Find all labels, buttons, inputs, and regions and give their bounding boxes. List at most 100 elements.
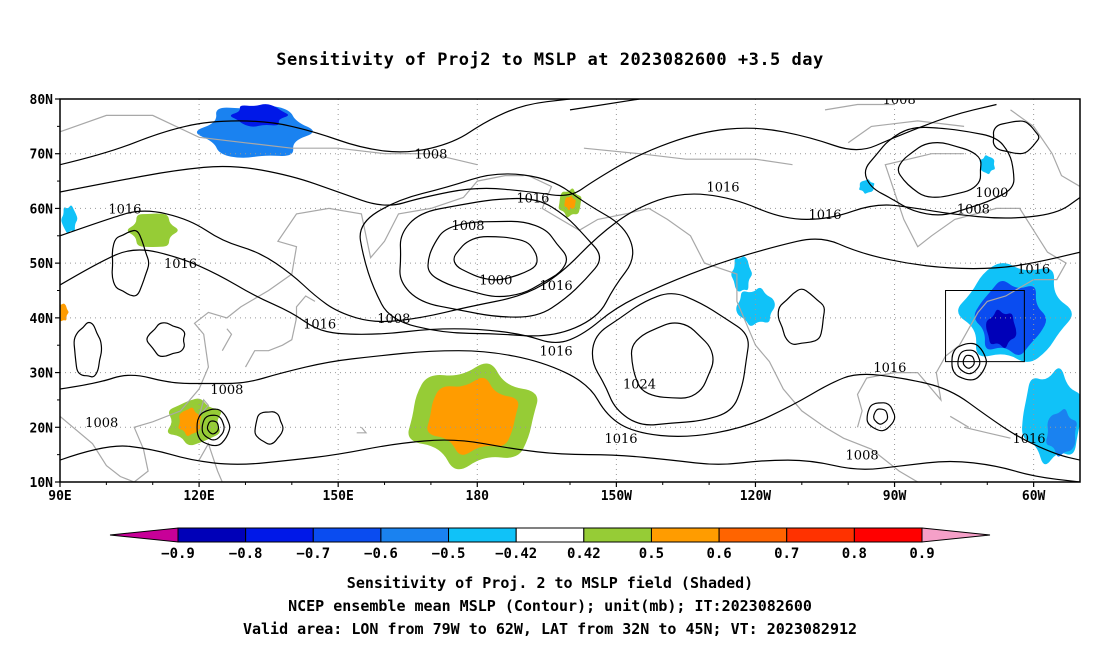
isobar-small-low xyxy=(146,322,186,358)
negative-sensitivity-region xyxy=(61,205,78,234)
isobar-small-low xyxy=(111,229,150,297)
coastline xyxy=(244,295,316,368)
colorbar-label: 0.7 xyxy=(774,546,799,562)
colorbar-label: 0.5 xyxy=(639,546,664,562)
contour-label: 1016 xyxy=(873,361,906,376)
negative-sensitivity-region xyxy=(859,179,875,194)
colorbar-label: 0.8 xyxy=(842,546,867,562)
coastline xyxy=(1010,109,1080,188)
negative-sensitivity-region xyxy=(1046,408,1077,457)
contour-label: 1008 xyxy=(883,93,916,108)
colorbar-label: −0.42 xyxy=(495,546,537,562)
colorbar-max-arrow xyxy=(921,527,991,543)
isobar-aleutian-low xyxy=(359,173,634,337)
contour-label: 1016 xyxy=(540,345,573,360)
isobar-tropical-low xyxy=(196,408,231,447)
colorbar-label: −0.8 xyxy=(229,546,263,562)
colorbar-label: −0.7 xyxy=(296,546,330,562)
caption-line-3: Valid area: LON from 79W to 62W, LAT fro… xyxy=(242,620,858,638)
colorbar-label: −0.9 xyxy=(161,546,195,562)
isobar-atlantic-low xyxy=(951,342,987,381)
colorbar-swatch xyxy=(448,527,517,543)
contour-label: 1008 xyxy=(377,312,410,327)
mslp-contours xyxy=(60,99,1080,482)
colorbar-min-arrow xyxy=(109,527,179,543)
isobar-small-low xyxy=(254,411,284,445)
isobar-aleutian-low xyxy=(399,197,601,318)
contour-label: 1016 xyxy=(540,279,573,294)
coastline xyxy=(528,175,919,482)
isobar-aleutian-low xyxy=(453,235,538,281)
positive-sensitivity-region xyxy=(427,377,519,455)
isobar-open xyxy=(60,99,571,166)
isobar-small-low xyxy=(992,120,1040,155)
isobar-small-low xyxy=(866,402,896,432)
coastline xyxy=(133,175,524,482)
lat-tick-label: 70N xyxy=(30,148,54,163)
positive-sensitivity-region xyxy=(127,213,178,248)
lat-tick-label: 10N xyxy=(30,476,54,491)
isobar-tropical-low xyxy=(201,414,225,441)
contour-label: 1016 xyxy=(808,208,841,223)
lon-tick-label: 120E xyxy=(183,489,214,504)
colorbar-label: 0.6 xyxy=(706,546,731,562)
colorbar-label: 0.9 xyxy=(909,546,934,562)
isobar-atlantic-low xyxy=(962,354,975,369)
lat-tick-label: 30N xyxy=(30,367,54,382)
contour-label: 1016 xyxy=(1017,263,1050,278)
contour-label: 1008 xyxy=(210,383,243,398)
isobar-small-low xyxy=(873,408,889,425)
colorbar-swatch xyxy=(515,527,585,543)
caption-line-2: NCEP ensemble mean MSLP (Contour); unit(… xyxy=(288,597,812,615)
isobar-small-low xyxy=(777,288,825,345)
lat-tick-label: 50N xyxy=(30,257,54,272)
isobar-open xyxy=(60,193,1080,323)
coastline xyxy=(60,415,135,482)
colorbar-swatch xyxy=(853,527,923,543)
coastline xyxy=(847,120,965,144)
colorbar-swatch xyxy=(380,527,450,543)
contour-label: 1016 xyxy=(516,191,549,206)
isobar-labrador-low xyxy=(864,126,1015,216)
isobar-open xyxy=(60,350,1080,461)
chart-title: Sensitivity of Proj2 to MSLP at 20230826… xyxy=(276,50,824,70)
coastline xyxy=(963,426,1011,439)
isobar-atlantic-low xyxy=(957,349,981,375)
contour-label: 1016 xyxy=(706,181,739,196)
contour-label: 1016 xyxy=(604,432,637,447)
contour-label: 1016 xyxy=(1012,432,1045,447)
isobar-open xyxy=(569,99,640,111)
coastline xyxy=(198,442,223,482)
lat-tick-label: 40N xyxy=(30,312,54,327)
colorbar-swatch xyxy=(650,527,720,543)
isobar-open xyxy=(60,238,1080,344)
lon-tick-label: 60W xyxy=(1022,489,1046,504)
colorbar-label: 0.42 xyxy=(567,546,601,562)
positive-sensitivity-region xyxy=(564,195,576,211)
positive-sensitivity-region xyxy=(178,407,202,437)
colorbar-swatch xyxy=(583,527,652,543)
colorbar-swatch xyxy=(718,527,788,543)
coastlines xyxy=(60,103,1080,482)
colorbar-swatch xyxy=(177,527,247,543)
lon-tick-label: 90E xyxy=(48,489,71,504)
contour-label: 1016 xyxy=(164,257,197,272)
lon-tick-label: 150E xyxy=(323,489,354,504)
isobar-labrador-low xyxy=(897,142,982,198)
contour-label: 1024 xyxy=(623,378,656,393)
negative-sensitivity-region xyxy=(196,105,313,158)
lat-tick-label: 60N xyxy=(30,202,54,217)
isobar-open xyxy=(60,103,997,206)
contour-label: 1008 xyxy=(85,416,118,431)
valid-area-box xyxy=(945,290,1025,363)
isobar-small-low xyxy=(73,321,103,378)
isobar-aleutian-low xyxy=(427,220,568,298)
coastline xyxy=(824,103,895,111)
coastline xyxy=(60,114,246,144)
positive-sensitivity-region xyxy=(60,303,69,322)
contour-label: 1016 xyxy=(108,202,141,217)
colorbar-label: −0.6 xyxy=(364,546,398,562)
negative-sensitivity-region xyxy=(731,256,752,292)
colorbar-swatch xyxy=(245,527,314,543)
